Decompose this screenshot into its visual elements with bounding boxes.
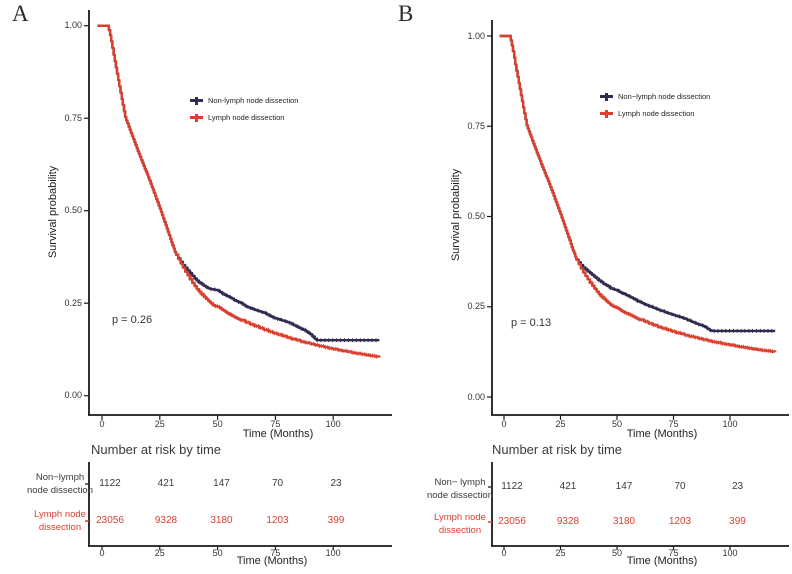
risk-x-tick-label: 0 bbox=[99, 548, 105, 558]
risk-count: 9328 bbox=[556, 516, 580, 527]
panel-b-letter: B bbox=[398, 1, 414, 26]
legend-item-non-lymph: Non-lymph node dissection bbox=[190, 95, 298, 106]
x-tick-label: 25 bbox=[555, 419, 566, 429]
y-tick-label: 0.00 bbox=[64, 390, 82, 401]
risk-x-tick-label: 0 bbox=[501, 548, 507, 558]
risk-count: 421 bbox=[559, 481, 577, 492]
risk-row-label-line: node dissection bbox=[26, 485, 94, 496]
risk-x-tick-label: 50 bbox=[611, 548, 622, 558]
y-tick-label: 0.50 bbox=[467, 211, 485, 221]
risk-count: 23 bbox=[330, 478, 342, 489]
p-value-label: p = 0.26 bbox=[112, 314, 153, 326]
x-tick-label: 50 bbox=[611, 419, 622, 429]
y-tick-label: 0.25 bbox=[467, 301, 485, 312]
risk-count: 147 bbox=[615, 481, 633, 492]
legend-marker-icon bbox=[600, 91, 613, 102]
x-tick-label: 0 bbox=[99, 419, 105, 429]
x-tick-label: 75 bbox=[270, 419, 281, 429]
risk-count: 1122 bbox=[99, 478, 121, 489]
risk-x-axis-title: Time (Months) bbox=[626, 555, 698, 567]
legend-marker-icon bbox=[190, 95, 203, 106]
y-tick-label: 1.00 bbox=[64, 20, 82, 31]
y-tick-label: 0.75 bbox=[64, 112, 82, 123]
x-tick-label: 25 bbox=[154, 419, 165, 429]
legend-item-lymph: Lymph node dissection bbox=[190, 112, 284, 123]
x-axis-title: Time (Months) bbox=[242, 428, 314, 440]
y-tick-label: 0.75 bbox=[467, 120, 485, 131]
risk-count: 70 bbox=[271, 478, 284, 489]
risk-count: 3180 bbox=[210, 515, 233, 526]
risk-count: 399 bbox=[327, 515, 345, 526]
p-value-label: p = 0.13 bbox=[511, 317, 552, 329]
risk-x-tick-label: 50 bbox=[212, 548, 223, 558]
risk-x-tick-label: 75 bbox=[668, 548, 679, 558]
y-tick-label: 0.25 bbox=[64, 297, 82, 308]
legend-label: Non-lymph node dissection bbox=[208, 96, 299, 105]
x-tick-label: 0 bbox=[501, 419, 507, 429]
risk-row-label-line: Non− lymph bbox=[434, 477, 486, 488]
risk-count: 23056 bbox=[96, 515, 124, 526]
risk-table-title: Number at risk by time bbox=[492, 442, 623, 457]
y-tick-label: 0.00 bbox=[467, 391, 485, 402]
risk-row-label-line: dissection bbox=[38, 522, 82, 533]
risk-x-tick-label: 100 bbox=[722, 548, 738, 558]
risk-row-label-line: node dissection bbox=[426, 490, 494, 501]
risk-table-title: Number at risk by time bbox=[91, 442, 222, 457]
risk-row-label-line: dissection bbox=[438, 525, 482, 536]
risk-count: 147 bbox=[213, 478, 230, 489]
risk-count: 23056 bbox=[498, 516, 526, 527]
risk-x-tick-label: 75 bbox=[270, 548, 281, 558]
legend-marker-icon bbox=[190, 112, 203, 123]
risk-row-label-non-lymph: Non−lymph node dissection bbox=[12, 471, 108, 497]
risk-count: 23 bbox=[731, 481, 744, 492]
risk-count: 9328 bbox=[154, 515, 178, 526]
legend-label: Non−lymph node dissection bbox=[618, 92, 711, 101]
x-tick-label: 50 bbox=[212, 419, 223, 429]
risk-count: 1122 bbox=[501, 481, 523, 492]
x-tick-label: 75 bbox=[668, 419, 679, 429]
risk-row-label-line: Lymph node bbox=[34, 509, 86, 520]
risk-x-axis-title: Time (Months) bbox=[236, 555, 308, 567]
legend-marker-icon bbox=[600, 108, 613, 119]
risk-x-tick-label: 25 bbox=[154, 548, 165, 558]
panel-a-letter: A bbox=[12, 1, 29, 26]
risk-x-tick-label: 100 bbox=[325, 548, 341, 558]
risk-row-label-lymph: Lymph node dissection bbox=[412, 511, 508, 537]
risk-count: 1203 bbox=[668, 516, 692, 527]
risk-count: 70 bbox=[674, 481, 686, 492]
risk-row-label-non-lymph: Non− lymph node dissection bbox=[412, 476, 508, 502]
x-tick-label: 100 bbox=[325, 419, 341, 429]
risk-x-tick-label: 25 bbox=[555, 548, 566, 558]
y-tick-label: 1.00 bbox=[467, 30, 485, 41]
legend-label: Lymph node dissection bbox=[618, 109, 695, 118]
x-tick-label: 100 bbox=[722, 419, 738, 429]
y-tick-label: 0.50 bbox=[64, 205, 82, 216]
risk-count: 421 bbox=[157, 478, 175, 489]
x-axis-title: Time (Months) bbox=[626, 428, 698, 440]
risk-count: 399 bbox=[729, 516, 746, 527]
legend-label: Lymph node dissection bbox=[208, 113, 285, 122]
legend-item-lymph: Lymph node dissection bbox=[600, 108, 694, 119]
risk-row-label-line: Non−lymph bbox=[35, 472, 85, 483]
legend-item-non-lymph: Non−lymph node dissection bbox=[600, 91, 710, 102]
risk-row-label-lymph: Lymph node dissection bbox=[12, 508, 108, 534]
risk-count: 1203 bbox=[266, 515, 289, 526]
risk-count: 3180 bbox=[612, 516, 636, 527]
risk-row-label-line: Lymph node bbox=[434, 512, 486, 523]
